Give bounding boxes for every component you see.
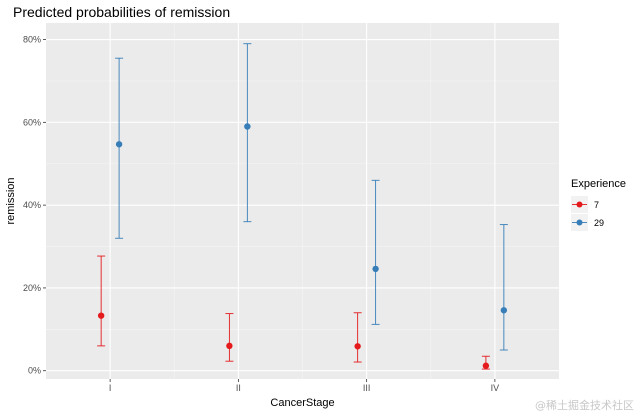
gridlines — [46, 23, 559, 379]
x-tick-label: III — [363, 383, 371, 393]
data-point — [354, 343, 361, 350]
legend: Experience 7 29 — [571, 178, 626, 231]
data-point — [97, 312, 105, 319]
data-point — [500, 307, 508, 314]
legend-label: 29 — [594, 218, 604, 228]
data-point — [115, 141, 123, 148]
y-axis-title: remission — [5, 177, 17, 224]
data-point — [244, 123, 251, 130]
y-tick-label: 80% — [23, 35, 41, 45]
data-point — [372, 265, 379, 273]
y-axis-ticks: 0% 20% 40% 60% 80% — [23, 35, 46, 376]
x-tick-label: IV — [491, 383, 500, 393]
data-marks — [97, 43, 508, 370]
x-axis-ticks: I II III IV — [109, 379, 499, 393]
x-axis-title: CancerStage — [270, 397, 334, 409]
legend-label: 7 — [594, 200, 599, 210]
legend-title: Experience — [571, 178, 626, 190]
series-7 — [97, 255, 490, 370]
y-tick-label: 20% — [23, 283, 41, 293]
x-tick-label: II — [236, 383, 241, 393]
data-point — [226, 342, 233, 350]
y-tick-label: 0% — [28, 366, 41, 376]
legend-key-point — [576, 201, 583, 208]
y-tick-label: 60% — [23, 117, 41, 127]
series-29 — [115, 43, 508, 351]
data-point — [482, 362, 490, 369]
y-tick-label: 40% — [23, 200, 41, 210]
legend-key-point — [576, 219, 583, 226]
x-tick-label: I — [109, 383, 112, 393]
watermark: @稀土掘金技术社区 — [535, 399, 634, 412]
chart-title: Predicted probabilities of remission — [13, 4, 230, 20]
